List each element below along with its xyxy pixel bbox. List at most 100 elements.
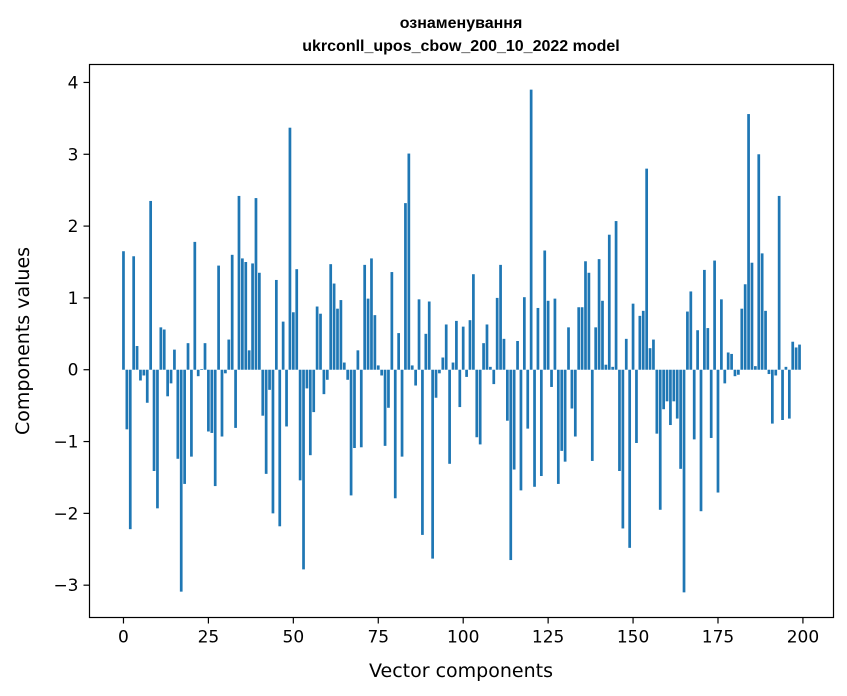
bar: [706, 328, 710, 370]
bar: [434, 369, 438, 398]
bar: [213, 369, 217, 487]
bar: [519, 369, 523, 491]
bar: [319, 313, 322, 370]
bar: [302, 369, 305, 570]
bar: [590, 369, 594, 461]
plot-frame: [88, 63, 835, 619]
bar: [142, 369, 146, 376]
bar: [509, 369, 513, 561]
bar: [502, 338, 506, 370]
bar: [781, 369, 784, 420]
bar: [325, 369, 329, 380]
bar: [682, 369, 686, 593]
bar: [485, 324, 489, 370]
bar: [465, 369, 468, 377]
bar: [173, 349, 176, 370]
bar: [478, 369, 482, 445]
bar: [210, 369, 214, 433]
bar: [655, 369, 659, 434]
bar: [563, 369, 567, 462]
bar: [747, 114, 750, 370]
bar: [404, 203, 407, 370]
bar: [733, 369, 737, 377]
bar: [716, 369, 720, 493]
bar: [536, 307, 540, 370]
bar: [268, 369, 271, 390]
bar: [743, 284, 747, 370]
bar: [472, 274, 475, 370]
bar: [295, 269, 299, 370]
bar: [431, 369, 434, 559]
bar: [740, 308, 744, 370]
bar: [662, 369, 665, 410]
bar: [658, 369, 662, 510]
bar: [641, 310, 645, 370]
bar: [770, 369, 774, 424]
bar: [305, 369, 309, 389]
bar: [332, 283, 336, 370]
bar: [353, 369, 356, 449]
bar: [760, 253, 764, 370]
y-axis-ticks: −3 −2 −1 0 1 2 3 4: [53, 73, 90, 596]
bar: [346, 369, 350, 380]
bar: [794, 347, 798, 370]
bar: [366, 298, 370, 370]
bar: [162, 329, 166, 370]
bar: [285, 369, 288, 427]
bar: [546, 300, 550, 370]
bar: [495, 297, 499, 370]
bar: [597, 259, 601, 370]
bar: [767, 369, 771, 375]
y-tick-label: 4: [68, 73, 79, 93]
bar: [689, 291, 693, 370]
bar: [560, 369, 564, 451]
bar: [587, 272, 591, 370]
bar: [135, 346, 139, 370]
bar: [553, 298, 557, 370]
bar: [757, 154, 761, 370]
bar: [577, 307, 581, 370]
bar: [777, 195, 781, 370]
bar: [570, 369, 574, 409]
bar: [750, 262, 754, 370]
bar: [227, 339, 231, 370]
bar: [383, 369, 387, 446]
bar: [179, 369, 183, 592]
bar: [475, 369, 479, 438]
chart-title-line2: ukrconll_upos_cbow_200_10_2022 model: [302, 38, 619, 55]
x-tick-label: 175: [702, 628, 734, 648]
bar: [427, 301, 431, 370]
bar: [264, 369, 268, 474]
y-tick-label: −3: [53, 576, 78, 596]
bar: [604, 364, 608, 370]
bar: [128, 369, 132, 530]
bar: [312, 369, 316, 413]
bar: [709, 369, 713, 438]
bar: [703, 269, 706, 370]
x-tick-label: 150: [617, 628, 649, 648]
bars-group: [122, 89, 801, 593]
bar: [669, 369, 672, 426]
bar: [387, 369, 390, 408]
bar: [224, 369, 227, 374]
bar: [448, 369, 451, 464]
bar: [720, 299, 723, 370]
bar: [713, 260, 716, 370]
bar: [356, 350, 360, 370]
bar: [414, 369, 417, 386]
bar: [322, 369, 326, 395]
bar: [798, 344, 801, 370]
bar: [607, 234, 611, 370]
bar: [261, 369, 265, 416]
bar: [183, 369, 186, 484]
y-tick-label: 3: [68, 145, 79, 165]
chart-title-line1: ознаменування: [400, 15, 523, 32]
bar: [339, 300, 343, 370]
bar: [125, 369, 129, 430]
bar: [594, 327, 598, 370]
bar: [271, 369, 275, 514]
y-tick-label: −1: [53, 433, 78, 453]
x-tick-label: 125: [532, 628, 564, 648]
bar: [241, 258, 244, 370]
x-tick-label: 100: [447, 628, 479, 648]
